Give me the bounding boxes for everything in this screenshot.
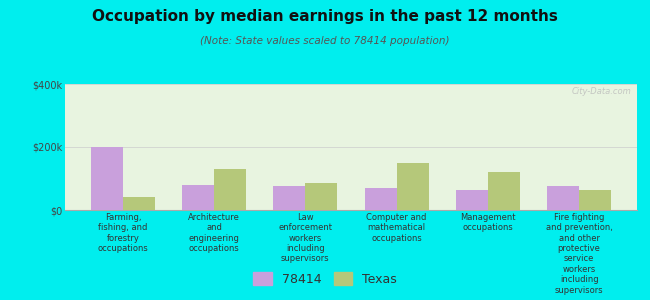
Bar [547,186,579,210]
Bar [123,197,155,210]
Text: (Note: State values scaled to 78414 population): (Note: State values scaled to 78414 popu… [200,36,450,46]
Bar [306,183,337,210]
Bar [365,188,396,210]
Bar [456,190,488,210]
Bar [396,163,428,210]
Bar [214,169,246,210]
Bar [274,186,305,210]
Legend: 78414, Texas: 78414, Texas [248,267,402,291]
Text: City-Data.com: City-Data.com [571,86,631,95]
Bar [182,185,214,210]
Bar [91,147,123,210]
Text: Occupation by median earnings in the past 12 months: Occupation by median earnings in the pas… [92,9,558,24]
Bar [488,172,520,210]
Bar [579,190,611,210]
